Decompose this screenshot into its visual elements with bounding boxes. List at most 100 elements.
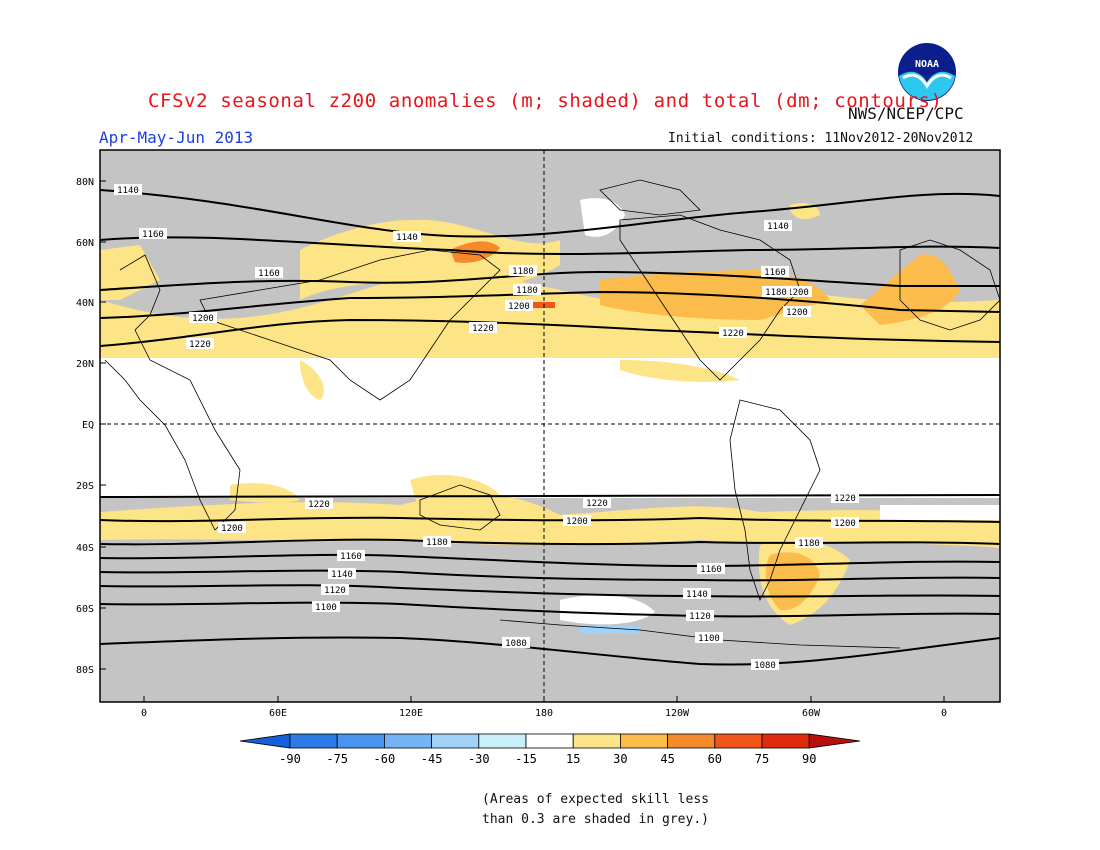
contour-label-bg xyxy=(114,184,142,195)
colorbar-label: -30 xyxy=(468,752,490,766)
lat-axis: 80N 60N 40N 20N EQ 20S 40S 60S 80S xyxy=(76,177,106,676)
contour-label: 1160 xyxy=(258,269,280,279)
anomaly-patch xyxy=(410,475,500,520)
contour-label-bg xyxy=(762,286,790,297)
colorbar-label: 30 xyxy=(613,752,627,766)
lon-label: 120E xyxy=(399,708,423,719)
tropics-region xyxy=(100,358,1000,498)
colorbar-segment xyxy=(336,733,385,749)
contour-label: 1180 xyxy=(798,539,820,549)
contour-label: 1140 xyxy=(686,590,708,600)
contour-label: 1220 xyxy=(586,499,608,509)
colorbar-segment xyxy=(525,733,574,749)
anomaly-patch xyxy=(580,626,640,634)
colorbar-label: 75 xyxy=(755,752,769,766)
contour-label: 1220 xyxy=(472,324,494,334)
contour-label-bg xyxy=(328,568,356,579)
lon-label: 180 xyxy=(535,708,553,719)
map-plot-area xyxy=(100,150,1000,702)
contour-label: 1160 xyxy=(340,552,362,562)
colorbar: -90 -75 -60 -45 -30 -15 15 30 45 60 75 90 xyxy=(239,733,861,766)
contour-label-bg xyxy=(469,322,497,333)
contour-label-bg xyxy=(795,537,823,548)
contour-label-bg xyxy=(139,228,167,239)
contour-label-bg xyxy=(189,312,217,323)
lon-label: 120W xyxy=(665,708,690,719)
colorbar-segment xyxy=(431,733,480,749)
lon-label: 60W xyxy=(802,708,821,719)
contour-label: 1200 xyxy=(192,314,214,324)
lat-label: 20S xyxy=(76,481,94,492)
contour-label: 1180 xyxy=(512,267,534,277)
contour-label: 1120 xyxy=(324,586,346,596)
lat-label: 60S xyxy=(76,604,94,615)
anomaly-patch xyxy=(300,360,324,400)
skill-note-line-2: than 0.3 are shaded in grey.) xyxy=(482,812,709,827)
noaa-logo: NOAA xyxy=(897,42,957,106)
colorbar-segment xyxy=(714,733,763,749)
anomaly-patch xyxy=(560,594,655,625)
colorbar-segment xyxy=(572,733,621,749)
contour-label: 1080 xyxy=(754,661,776,671)
contour-label: 1180 xyxy=(765,288,787,298)
anomaly-patch xyxy=(620,360,740,382)
colorbar-arrow-right xyxy=(808,733,861,749)
contour-label-bg xyxy=(764,220,792,231)
chart-title: CFSv2 seasonal z200 anomalies (m; shaded… xyxy=(148,90,943,112)
colorbar-label: 60 xyxy=(708,752,722,766)
colorbar-segment xyxy=(620,733,669,749)
contour-label: 1180 xyxy=(516,286,538,296)
colorbar-label: -15 xyxy=(515,752,537,766)
contour-label: 1140 xyxy=(117,186,139,196)
contour-label-bg xyxy=(305,498,333,509)
contour-label-bg xyxy=(502,637,530,648)
contour-label: 1200 xyxy=(787,288,809,298)
contour-label-bg xyxy=(337,550,365,561)
anomaly-patch xyxy=(230,483,300,503)
contour-label-bg xyxy=(719,327,747,338)
contour-label: 1160 xyxy=(700,565,722,575)
lat-label: EQ xyxy=(82,420,94,431)
contour-label-bg xyxy=(831,517,859,528)
contour-label: 1200 xyxy=(566,517,588,527)
contour-label-bg xyxy=(186,338,214,349)
contour-label: 1180 xyxy=(426,538,448,548)
colorbar-segment xyxy=(667,733,716,749)
contour-label-bg xyxy=(218,522,246,533)
colorbar-label: 15 xyxy=(566,752,580,766)
anomaly-patch xyxy=(300,219,560,300)
contour-label-bg xyxy=(393,231,421,242)
agency-label: NWS/NCEP/CPC xyxy=(848,104,964,123)
contour-label-bg xyxy=(761,266,789,277)
contour-label-bg xyxy=(695,632,723,643)
contour-label-bg xyxy=(784,286,812,297)
contour-label: 1220 xyxy=(189,340,211,350)
colorbar-arrow-left xyxy=(239,733,291,749)
colorbar-segment xyxy=(761,733,810,749)
contour-label: 1220 xyxy=(834,494,856,504)
colorbar-label: -75 xyxy=(326,752,348,766)
contour-label: 1080 xyxy=(505,639,527,649)
lat-label: 40S xyxy=(76,543,94,554)
contour-label: 1100 xyxy=(698,634,720,644)
colorbar-segment xyxy=(478,733,527,749)
contour-label-bg xyxy=(563,515,591,526)
contour-label: 1140 xyxy=(767,222,789,232)
colorbar-label: -45 xyxy=(421,752,443,766)
contour-label: 1140 xyxy=(331,570,353,580)
lon-axis: 0 60E 120E 180 120W 60W 0 xyxy=(141,696,947,719)
lat-label: 80N xyxy=(76,177,94,188)
anomaly-patch xyxy=(880,505,1000,520)
contour-label-bg xyxy=(697,563,725,574)
contour-label: 1200 xyxy=(786,308,808,318)
contour-label: 1200 xyxy=(221,524,243,534)
noaa-logo-text: NOAA xyxy=(915,59,939,70)
contour-label-bg xyxy=(686,610,714,621)
contour-label-bg xyxy=(831,492,859,503)
initial-conditions: Initial conditions: 11Nov2012-20Nov2012 xyxy=(668,131,974,146)
contour-label-bg xyxy=(683,588,711,599)
colorbar-label: -60 xyxy=(374,752,396,766)
colorbar-segment xyxy=(383,733,432,749)
